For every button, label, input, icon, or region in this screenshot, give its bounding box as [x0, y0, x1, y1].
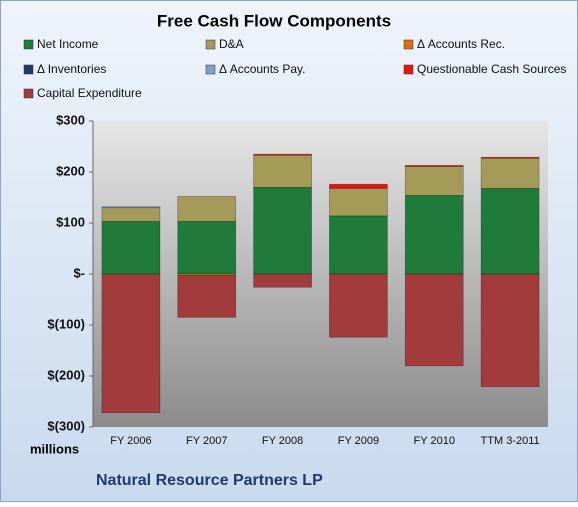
legend-swatch	[23, 88, 34, 99]
bar-segment	[253, 186, 312, 275]
bar-segment	[480, 187, 540, 275]
bar-segment	[404, 165, 464, 167]
bar-segment	[253, 273, 312, 288]
legend-label: Δ Accounts Rec.	[417, 37, 505, 51]
bar-segment	[177, 275, 237, 318]
legend-swatch	[23, 39, 34, 50]
bar-segment	[329, 215, 388, 275]
footer: Natural Resource Partners LP	[96, 472, 323, 489]
bar-segment	[177, 196, 237, 222]
bar-segment	[253, 154, 312, 188]
legend-swatch	[403, 64, 414, 75]
bar-segment	[101, 206, 161, 209]
y-tick-label: $(300)	[47, 418, 85, 433]
x-tick-label: FY 2007	[186, 435, 227, 447]
bar-segment	[480, 156, 540, 159]
bar-segment	[101, 221, 161, 275]
x-tick-label: FY 2008	[262, 435, 303, 447]
legend-swatch	[403, 39, 414, 50]
x-tick-label: FY 2010	[414, 435, 455, 447]
x-tick-label: FY 2009	[338, 435, 379, 447]
bar-segment	[253, 153, 312, 156]
bar-segment	[329, 183, 388, 189]
unit-label: millions	[30, 441, 79, 456]
legend-swatch	[23, 64, 34, 75]
legend-label: Δ Inventories	[37, 62, 106, 76]
bar-segment	[404, 273, 464, 367]
y-tick-label: $(100)	[47, 316, 85, 331]
legend-label: Questionable Cash Sources	[417, 62, 566, 76]
bar-segment	[177, 221, 237, 275]
chart-title: Free Cash Flow Components	[157, 11, 391, 30]
legend-swatch	[205, 64, 216, 75]
x-tick-label: FY 2006	[110, 435, 151, 447]
y-tick-label: $100	[56, 214, 85, 229]
y-tick-label: $200	[56, 163, 85, 178]
bar-segment	[404, 195, 464, 275]
legend-label: Net Income	[37, 37, 99, 51]
legend-swatch	[205, 39, 216, 50]
y-tick-label: $-	[73, 265, 85, 280]
plot-area	[93, 121, 548, 427]
bar-segment	[404, 166, 464, 196]
bar-segment	[480, 273, 540, 388]
legend-label: Δ Accounts Pay.	[219, 62, 306, 76]
x-tick-label: TTM 3-2011	[481, 435, 540, 447]
bar-segment	[101, 273, 161, 414]
legend-label: D&A	[219, 37, 244, 51]
bar-segment	[101, 207, 161, 222]
y-tick-label: $300	[56, 112, 85, 127]
bar-segment	[480, 157, 540, 189]
y-tick-label: $(200)	[47, 367, 85, 382]
bar-segment	[329, 273, 388, 338]
bar-segment	[329, 187, 388, 217]
legend-label: Capital Expenditure	[37, 86, 142, 100]
